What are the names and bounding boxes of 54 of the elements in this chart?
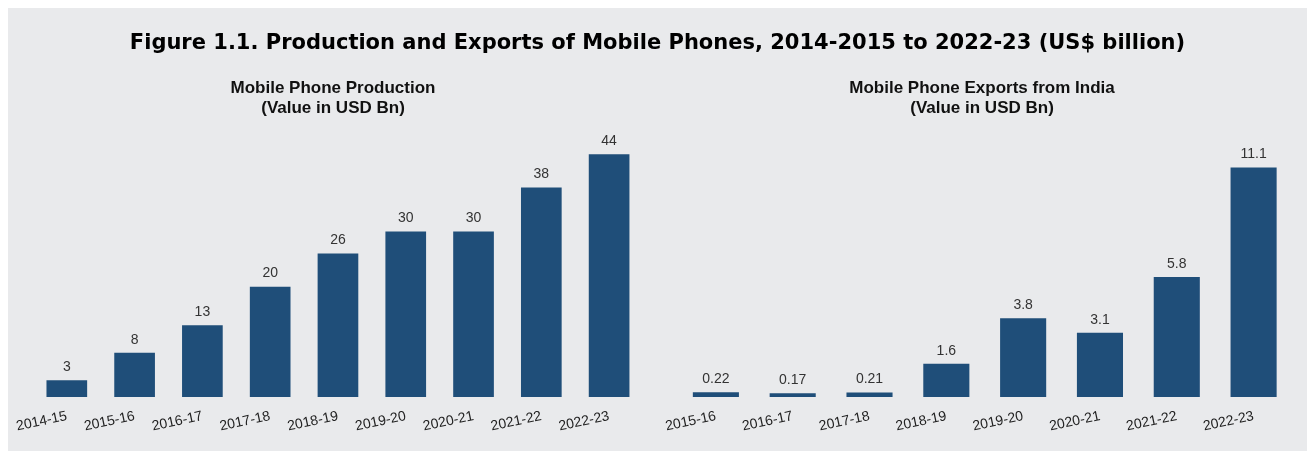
bar <box>114 352 155 397</box>
data-label: 38 <box>533 165 550 182</box>
x-tick-label: 2021-22 <box>488 407 543 434</box>
data-label: 30 <box>465 209 482 226</box>
data-label: 8 <box>130 330 139 347</box>
bar <box>588 154 630 397</box>
data-label: 30 <box>397 209 414 226</box>
x-tick-label: 2016-17 <box>149 407 204 434</box>
bar <box>46 380 87 397</box>
x-tick-label: 2020-21 <box>421 407 475 434</box>
bar <box>1153 276 1201 397</box>
x-tick-label: 2017-18 <box>817 407 872 434</box>
bar <box>693 392 740 397</box>
x-tick-label: 2021-22 <box>1124 407 1179 434</box>
data-label: 3.1 <box>1090 310 1111 327</box>
bar <box>452 231 494 397</box>
data-label: 20 <box>262 264 278 281</box>
x-tick-label: 2016-17 <box>740 407 795 434</box>
data-label: 0.17 <box>779 371 807 388</box>
bar <box>249 286 291 397</box>
bar <box>1230 167 1277 397</box>
bar <box>520 187 562 397</box>
bar <box>385 231 426 397</box>
data-label: 0.22 <box>702 370 730 387</box>
data-label: 5.8 <box>1167 254 1187 271</box>
bar <box>317 253 359 397</box>
x-tick-label: 2017-18 <box>217 407 272 434</box>
data-label: 3.8 <box>1013 296 1034 313</box>
x-tick-label: 2018-19 <box>285 407 340 434</box>
data-label: 3 <box>62 358 71 375</box>
bar <box>181 325 223 397</box>
x-tick-label: 2020-21 <box>1048 407 1102 434</box>
x-tick-label: 2015-16 <box>82 407 136 434</box>
x-tick-label: 2019-20 <box>353 407 408 434</box>
data-label: 26 <box>329 231 346 248</box>
bar <box>923 363 970 397</box>
x-tick-label: 2022-23 <box>1201 407 1256 434</box>
x-tick-label: 2014-15 <box>14 407 69 434</box>
x-tick-label: 2022-23 <box>556 407 611 434</box>
chart-title: Mobile Phone Production (Value in USD Bn) <box>230 77 436 118</box>
bar <box>846 392 893 397</box>
chart-title: Mobile Phone Exports from India (Value in USD Bn) <box>849 77 1116 118</box>
x-tick-label: 2019-20 <box>971 407 1026 434</box>
x-tick-label: 2015-16 <box>663 407 718 434</box>
bar <box>769 393 816 397</box>
data-label: 13 <box>194 303 211 320</box>
text: Figure 1.1. Production and Exports of Mobile Phones, 2014-2015 to 2022-23 (US$ billion) <box>128 29 1187 56</box>
data-label: 0.21 <box>856 370 884 387</box>
data-label: 44 <box>601 132 617 149</box>
data-label: 1.6 <box>936 341 957 358</box>
bar <box>1077 332 1124 397</box>
x-tick-label: 2018-19 <box>894 407 949 434</box>
data-label: 11.1 <box>1240 145 1268 162</box>
bar <box>1000 318 1047 397</box>
